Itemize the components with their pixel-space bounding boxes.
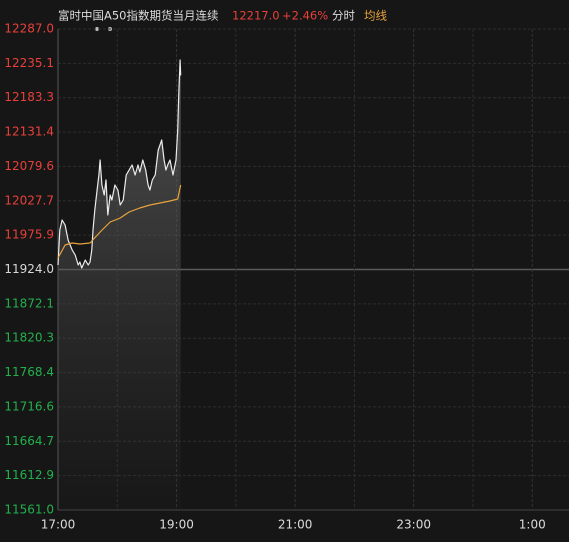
price-area [58, 60, 181, 510]
y-tick-label: 12079.6 [4, 159, 54, 173]
y-tick-label: 11924.0 [4, 262, 54, 276]
average-line [57, 184, 182, 259]
x-tick-label: 19:00 [159, 518, 194, 532]
y-tick-label: 12235.1 [4, 56, 54, 70]
x-tick-label: 23:00 [396, 518, 431, 532]
x-tick-label: 1:00 [519, 518, 546, 532]
y-tick-label: 11664.7 [4, 434, 54, 448]
y-tick-label: 11716.6 [4, 399, 54, 413]
y-tick-label: 12183.3 [4, 90, 54, 104]
y-tick-label: 11612.9 [4, 468, 54, 482]
y-tick-label: 11768.4 [4, 365, 54, 379]
x-tick-label: 21:00 [278, 518, 313, 532]
y-tick-label: 11975.9 [4, 228, 54, 242]
indicator-button[interactable]: 均线 [364, 9, 387, 23]
icon [95, 27, 99, 31]
chart-title: 富时中国A50指数期货当月连续 [58, 9, 219, 23]
y-tick-label: 12287.0 [4, 22, 54, 36]
last-price: 12217.0 [232, 9, 280, 23]
price-change: +2.46% [282, 9, 328, 23]
price-line [57, 59, 182, 269]
y-tick-label: 12131.4 [4, 125, 54, 139]
x-tick-label: 17:00 [41, 518, 76, 532]
mode-button[interactable]: 分时 [332, 9, 355, 23]
y-tick-label: 11872.1 [4, 296, 54, 310]
y-tick-label: 12027.7 [4, 193, 54, 207]
y-tick-label: 11561.0 [4, 503, 54, 517]
y-tick-label: 11820.3 [4, 331, 54, 345]
